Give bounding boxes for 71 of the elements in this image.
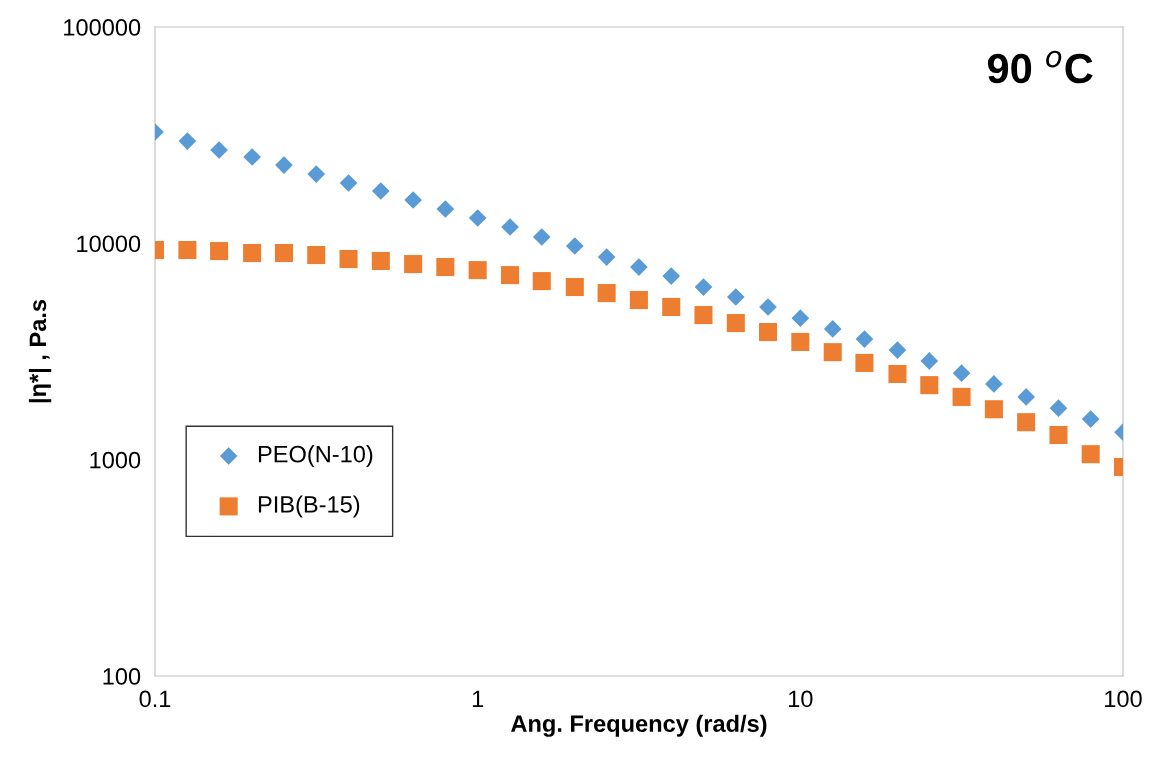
y-tick-label: 100000 [64,19,141,36]
point [339,250,358,269]
point [855,330,874,348]
point [339,174,358,192]
point [307,165,326,183]
point [1017,413,1036,432]
x-tick-label: 0.1 [139,690,171,708]
y-tick-label: 10000 [77,235,141,253]
point [985,375,1003,393]
x-tick-label: 10 [789,690,813,708]
point [662,267,681,285]
point [888,364,907,383]
x-tick-label: 100 [1105,690,1142,708]
point [597,284,616,303]
point [178,241,197,260]
point [1049,399,1068,418]
point [694,306,713,325]
point [823,320,842,338]
legend-label: PEO(N-10) [258,445,373,468]
point [694,278,713,296]
point [243,148,261,166]
y-axis-title: |η*| , Pa.s [28,299,52,403]
annotation: 90 $^{o}$C [987,50,1093,84]
point [274,244,293,263]
point [565,278,584,297]
x-axis-title: Ang. Frequency (rad/s) [511,714,767,737]
point [532,272,551,291]
point [468,261,487,280]
x-tick-label: 1 [472,690,484,707]
point [565,237,584,255]
point [371,251,390,270]
point [243,244,262,263]
point [371,182,390,200]
point [532,228,551,246]
point [855,353,874,372]
point [468,209,487,227]
point [662,297,681,316]
point [404,255,423,274]
point [436,200,455,218]
point [210,141,228,159]
y-tick-label: 1000 [90,451,141,469]
point [952,364,971,383]
point [823,343,842,362]
point [1049,425,1068,445]
point [758,323,778,342]
point [791,332,810,351]
y-tick-label: 100 [103,668,141,685]
point [307,246,326,265]
point [629,290,648,310]
point [178,132,197,150]
point [630,258,648,276]
point [1081,410,1100,428]
point [984,400,1003,419]
point [210,242,229,261]
point [597,248,616,266]
point [404,191,422,209]
point [501,266,520,285]
point [1081,445,1100,464]
legend-label: PIB(B-15) [258,495,360,518]
point [275,156,293,174]
point [726,288,745,306]
point [791,309,810,327]
point [920,376,939,395]
point [1017,388,1035,406]
point [501,218,519,236]
point [888,341,907,359]
point [726,314,745,333]
point [952,387,971,406]
point [920,352,939,370]
point [436,258,455,277]
point [759,298,777,316]
